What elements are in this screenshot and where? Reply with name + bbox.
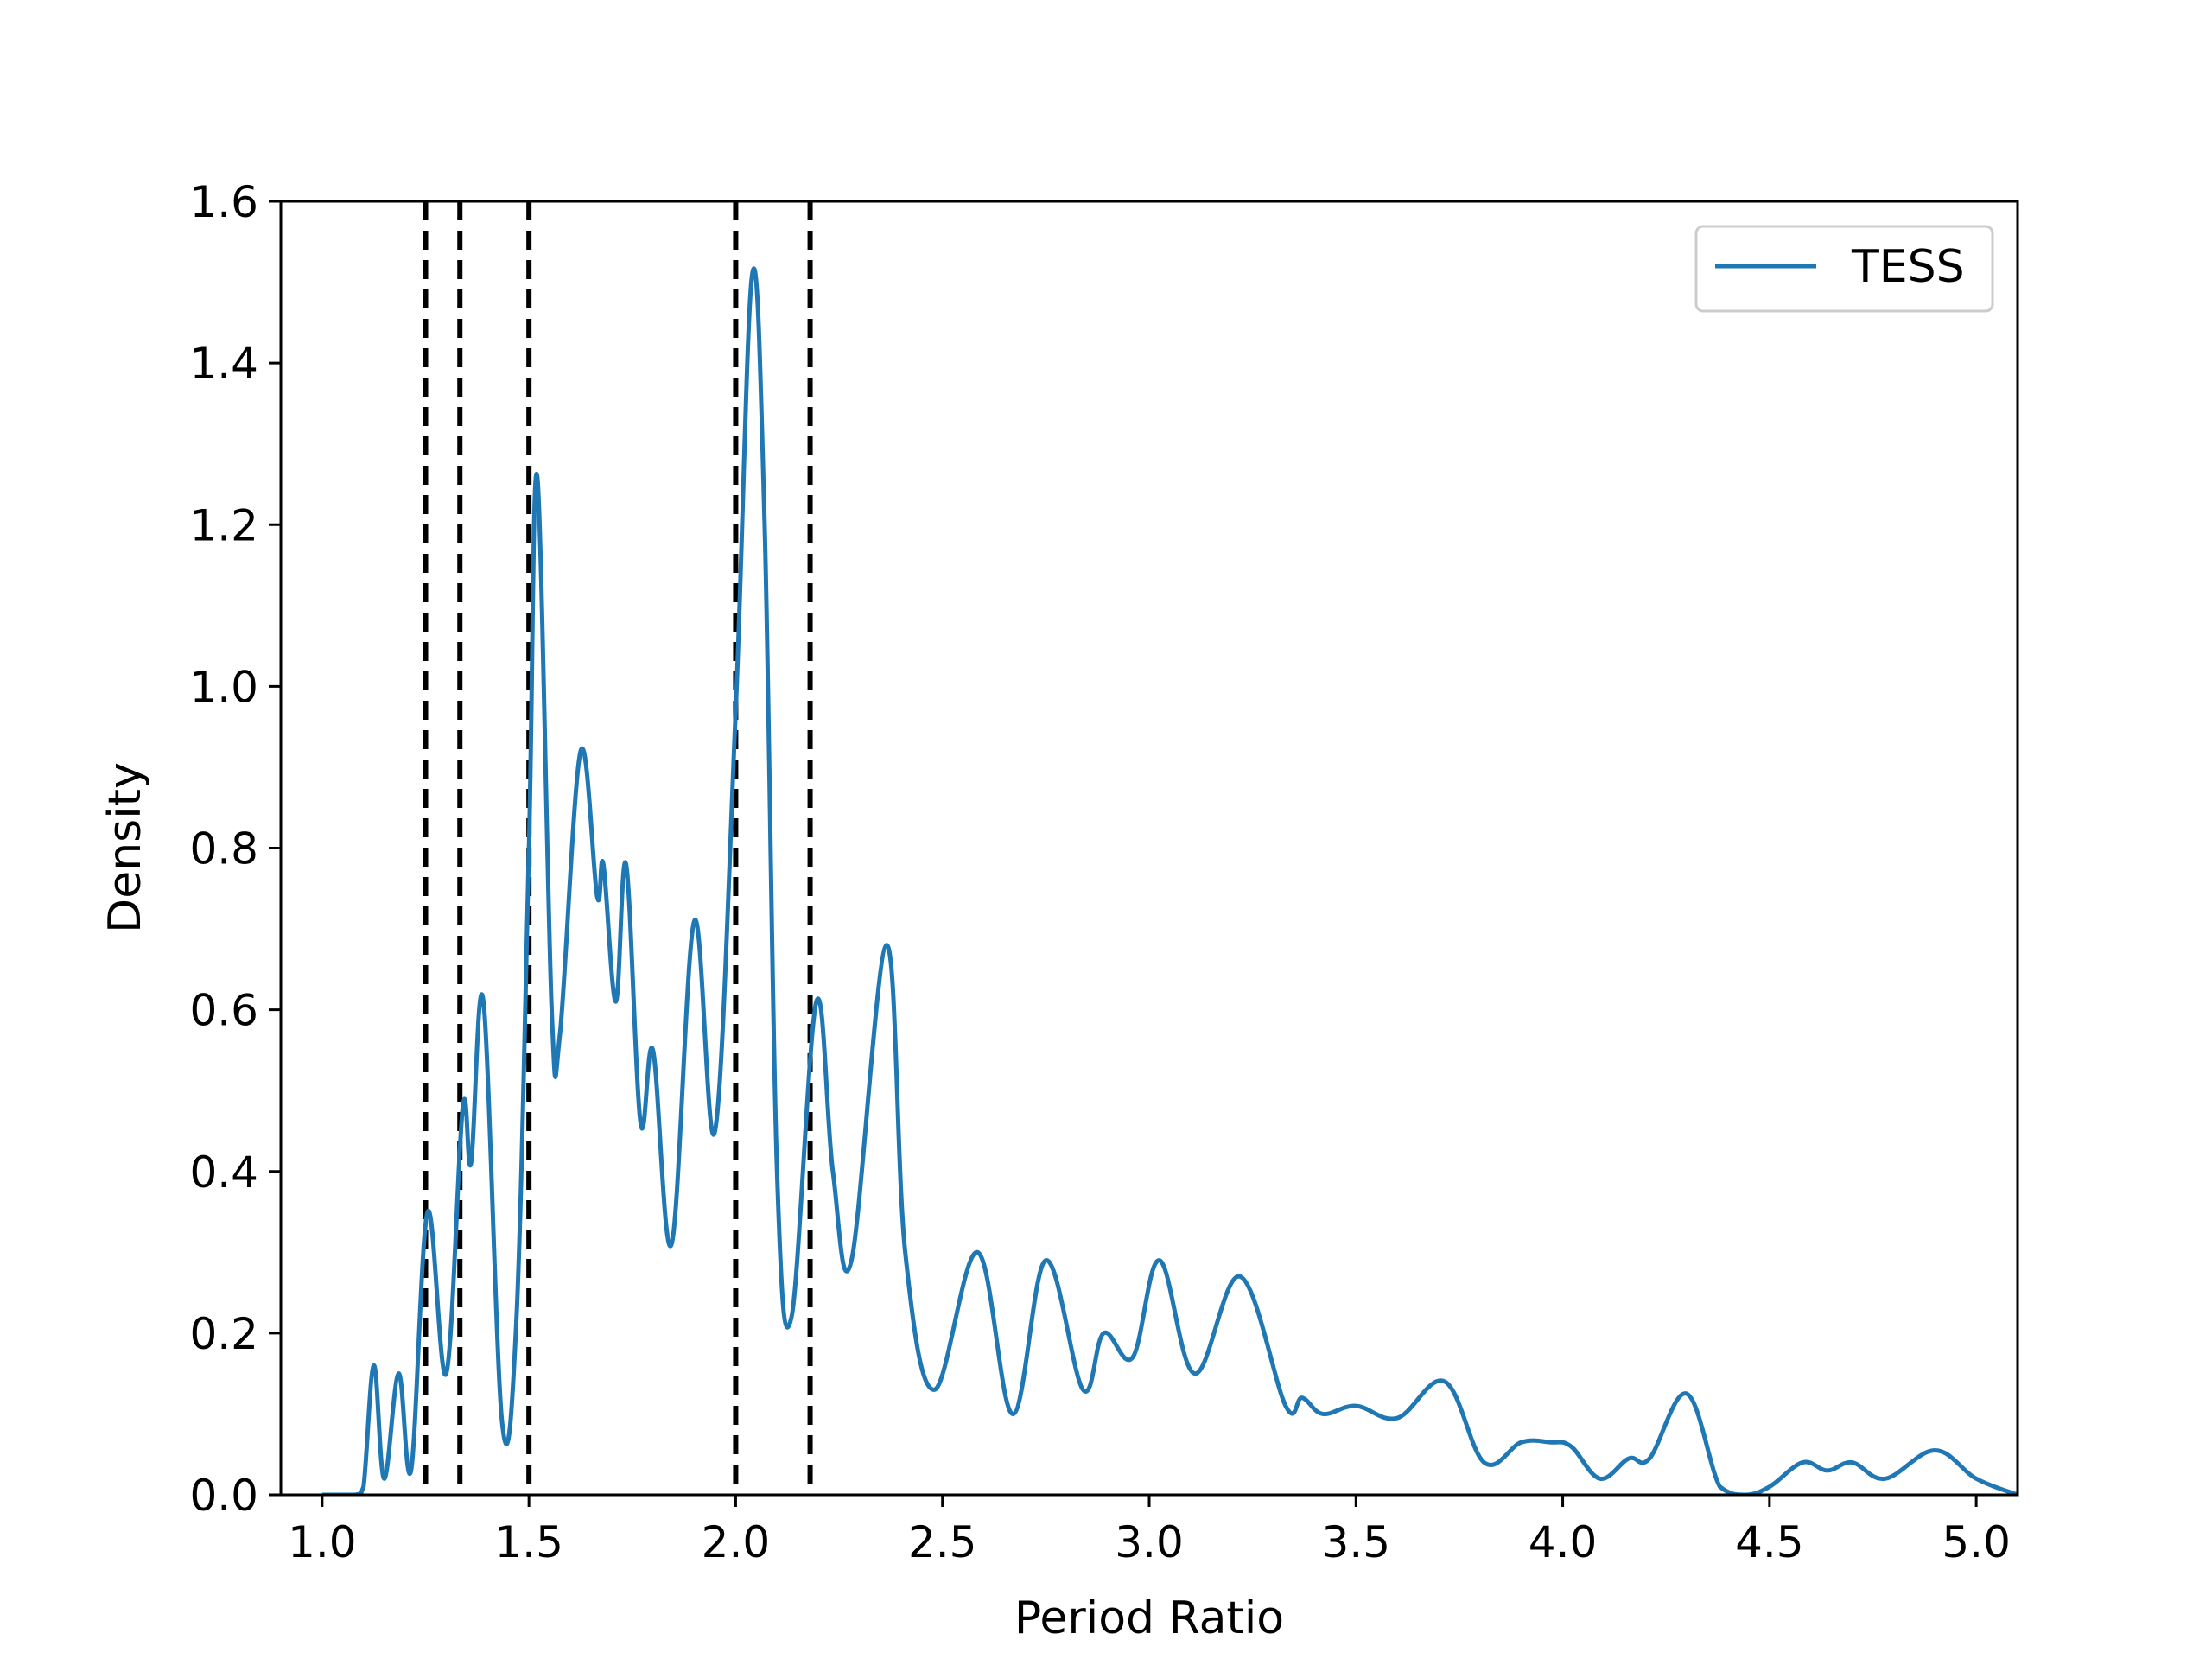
y-tick-label: 1.4 [189, 339, 258, 389]
legend: TESS [1694, 225, 1994, 313]
x-tick-label: 3.5 [1322, 1517, 1391, 1567]
x-tick-label: 1.0 [288, 1517, 357, 1567]
x-tick-label: 4.0 [1529, 1517, 1598, 1567]
reference-lines [423, 201, 813, 1495]
x-axis-label: Period Ratio [1014, 1592, 1284, 1644]
series-line-tess [321, 266, 2018, 1495]
y-tick-label: 1.6 [189, 177, 258, 227]
x-tick-label: 2.5 [908, 1517, 977, 1567]
x-tick-label: 4.5 [1735, 1517, 1804, 1567]
y-tick-label: 0.0 [189, 1471, 258, 1521]
legend-box [1694, 225, 1994, 313]
y-tick-label: 1.2 [189, 500, 258, 550]
x-tick-label: 2.0 [702, 1517, 771, 1567]
y-tick-label: 0.4 [189, 1147, 258, 1198]
y-axis-label: Density [99, 762, 151, 933]
x-tick-label: 5.0 [1942, 1517, 2011, 1567]
x-axis-ticks: 1.0 1.5 2.0 2.5 3.0 3.5 4.0 4.5 5.0 [288, 1495, 2011, 1567]
y-tick-label: 1.0 [189, 662, 258, 712]
y-tick-label: 0.2 [189, 1309, 258, 1359]
y-tick-label: 0.8 [189, 824, 258, 874]
legend-label-tess: TESS [1851, 241, 1965, 293]
y-tick-label: 0.6 [189, 986, 258, 1036]
axes-frame [279, 200, 2019, 1497]
y-axis-ticks: 0.0 0.2 0.4 0.6 0.8 1.0 1.2 1.4 1.6 [189, 177, 281, 1521]
x-tick-label: 1.5 [494, 1517, 563, 1567]
x-tick-label: 3.0 [1115, 1517, 1184, 1567]
series-layer [321, 266, 2018, 1495]
